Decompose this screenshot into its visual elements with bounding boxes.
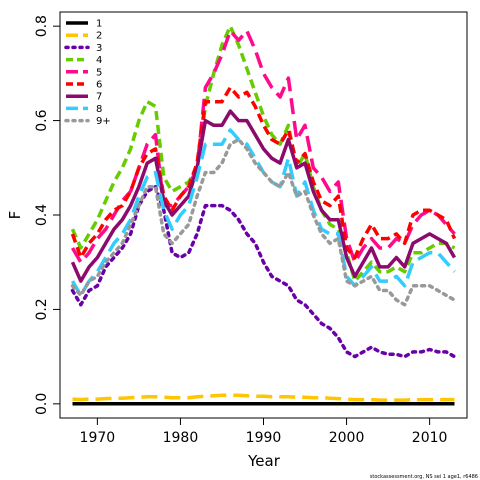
series-line-4 (70, 24, 456, 283)
series-layer (70, 24, 457, 406)
x-tick-label: 1990 (246, 430, 282, 446)
x-tick-label: 2010 (412, 430, 448, 446)
series-line-5 (70, 29, 456, 264)
y-tick-label: 0.2 (34, 298, 50, 320)
series-line-3 (70, 184, 457, 359)
legend-label: 1 (96, 19, 102, 30)
x-axis: 1970 1980 1990 2000 2010 (80, 418, 448, 446)
legend-label: 8 (96, 104, 102, 115)
legend-label: 3 (96, 43, 102, 54)
y-tick-label: 0.6 (34, 109, 50, 131)
y-axis: 0.0 0.2 0.4 0.6 0.8 (34, 15, 60, 415)
y-tick-label: 0.0 (34, 393, 50, 415)
legend-label: 6 (96, 80, 102, 91)
credit-text: stockassessment.org, NS sei 1 age1, r648… (370, 474, 478, 480)
series-line-7 (70, 109, 457, 283)
x-tick-label: 2000 (329, 430, 365, 446)
y-tick-label: 0.8 (34, 15, 50, 37)
y-tick-label: 0.4 (34, 204, 50, 226)
legend-label: 9+ (96, 116, 111, 127)
series-line-9plus (70, 137, 457, 307)
y-axis-title: F (6, 211, 24, 220)
legend-label: 7 (96, 92, 102, 103)
legend-label: 5 (96, 67, 102, 78)
x-tick-label: 1980 (163, 430, 199, 446)
legend-label: 2 (96, 31, 102, 42)
series-line-8 (70, 128, 456, 298)
x-tick-label: 1970 (80, 430, 116, 446)
legend-label: 4 (96, 55, 102, 66)
x-axis-title: Year (247, 452, 281, 470)
series-line-2 (72, 393, 455, 402)
